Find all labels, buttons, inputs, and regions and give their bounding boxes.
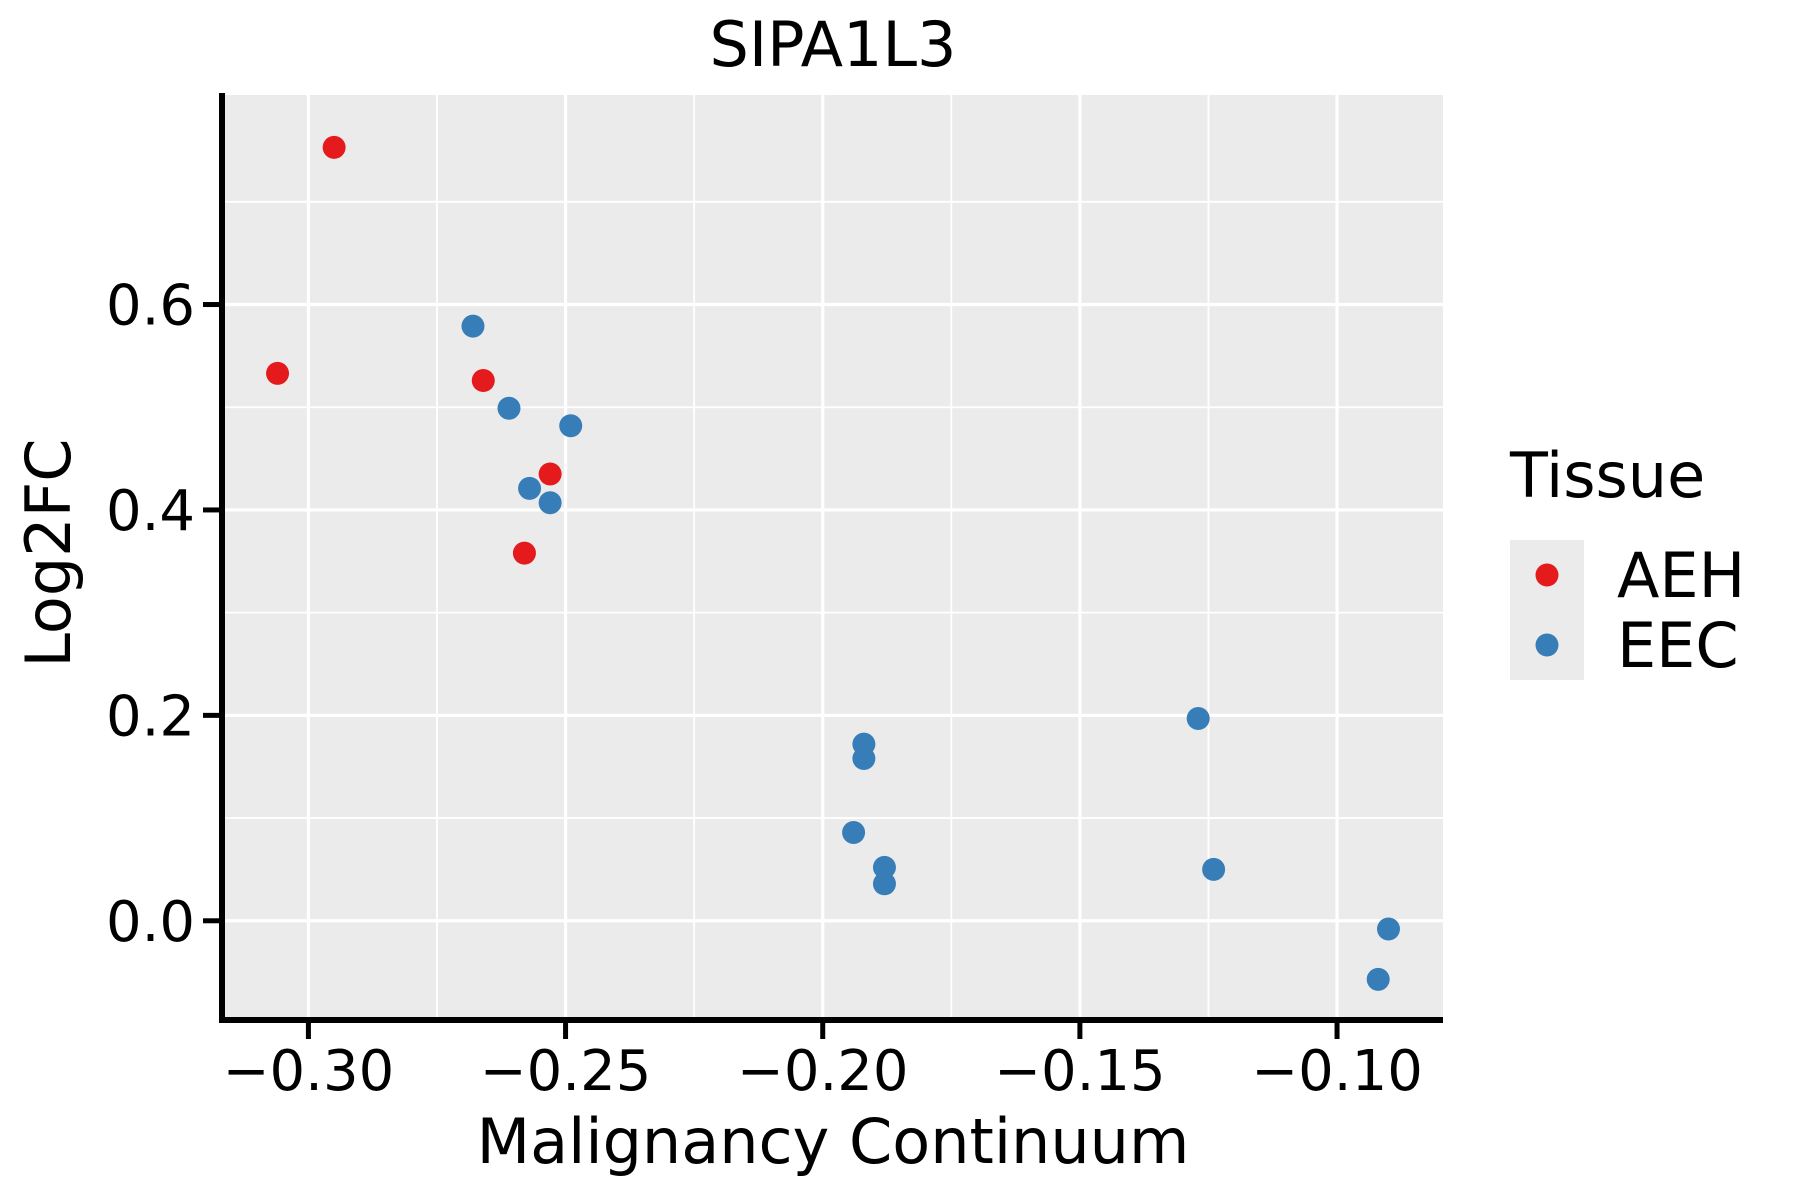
data-point-eec xyxy=(461,314,485,338)
major-gridlines xyxy=(222,95,1443,1020)
data-point-eec xyxy=(559,414,583,438)
legend-dot-eec-icon xyxy=(1535,633,1559,657)
data-point-eec xyxy=(852,747,876,771)
data-points xyxy=(266,135,1400,991)
x-tick-label: −0.20 xyxy=(737,1039,909,1104)
x-tick-label: −0.25 xyxy=(480,1039,652,1104)
y-tick-label: 0.2 xyxy=(106,684,195,749)
data-point-eec xyxy=(1202,857,1226,881)
legend: Tissue AEH EEC xyxy=(1509,439,1745,682)
data-point-aeh xyxy=(322,135,346,159)
data-point-eec xyxy=(1376,917,1400,941)
x-tick-label: −0.10 xyxy=(1251,1039,1423,1104)
plot-panel xyxy=(222,95,1443,1020)
chart-title: SIPA1L3 xyxy=(710,8,957,81)
y-tick-labels: 0.0 0.2 0.4 0.6 xyxy=(106,274,195,955)
data-point-eec xyxy=(872,872,896,896)
data-point-aeh xyxy=(538,462,562,486)
legend-title: Tissue xyxy=(1509,439,1705,512)
data-point-eec xyxy=(842,820,866,844)
legend-label-eec: EEC xyxy=(1617,609,1739,682)
data-point-eec xyxy=(538,491,562,515)
legend-dot-aeh-icon xyxy=(1535,563,1559,587)
data-point-eec xyxy=(497,396,521,420)
x-axis-label: Malignancy Continuum xyxy=(477,1105,1190,1178)
data-point-eec xyxy=(872,855,896,879)
legend-label-aeh: AEH xyxy=(1617,539,1745,612)
minor-gridlines xyxy=(222,95,1443,1020)
data-point-aeh xyxy=(471,369,495,393)
data-point-eec xyxy=(518,476,542,500)
x-tick-labels: −0.30 −0.25 −0.20 −0.15 −0.10 xyxy=(223,1039,1423,1104)
data-point-eec xyxy=(1366,967,1390,991)
axis-tick-marks xyxy=(203,302,1340,1039)
data-point-aeh xyxy=(512,541,536,565)
y-axis-label: Log2FC xyxy=(12,438,85,667)
x-tick-label: −0.30 xyxy=(223,1039,395,1104)
data-point-aeh xyxy=(266,361,290,385)
y-tick-label: 0.0 xyxy=(106,890,195,955)
y-tick-label: 0.6 xyxy=(106,274,195,339)
x-tick-label: −0.15 xyxy=(994,1039,1166,1104)
y-tick-label: 0.4 xyxy=(106,479,195,544)
data-point-eec xyxy=(1186,706,1210,730)
